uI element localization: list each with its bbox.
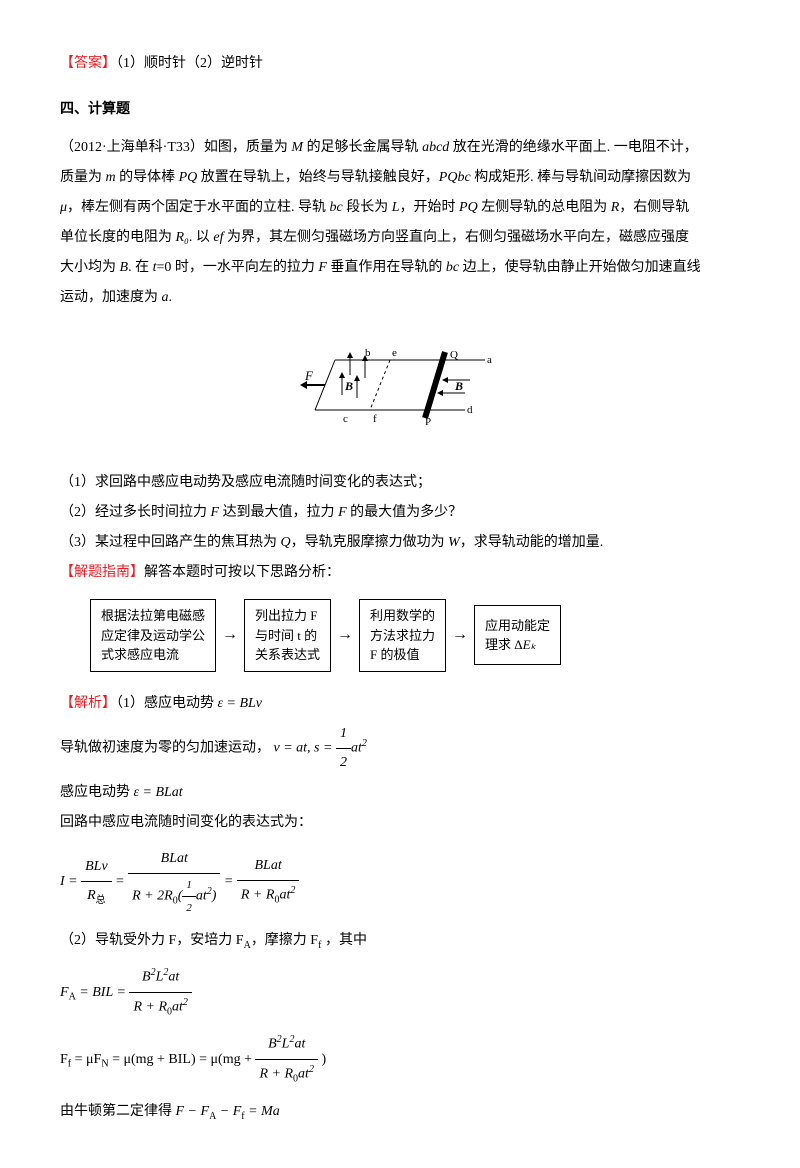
- equation-fa: FA = BIL = B2L2at R + R0at2: [60, 963, 740, 1022]
- flow-arrow-icon: →: [337, 619, 353, 651]
- figure-diagram: b e Q a c f P d B B F: [60, 330, 740, 451]
- flow-arrow-icon: →: [222, 619, 238, 651]
- svg-text:P: P: [425, 416, 431, 428]
- solution-line-1: 【解析】（1）感应电动势 ε = BLv: [60, 690, 740, 718]
- problem-para-5: 大小均为 B. 在 t=0 时，一水平向左的拉力 F 垂直作用在导轨的 bc 边…: [60, 254, 740, 282]
- solution-label: 【解析】: [60, 696, 116, 711]
- hint-text: 解答本题时可按以下思路分析：: [144, 565, 340, 580]
- svg-text:B: B: [454, 379, 463, 393]
- svg-text:f: f: [373, 413, 377, 425]
- flowchart: 根据法拉第电磁感 应定律及运动学公 式求感应电流 → 列出拉力 F 与时间 t …: [90, 599, 740, 672]
- flow-box-3: 利用数学的 方法求拉力 F 的极值: [359, 599, 446, 672]
- svg-text:d: d: [467, 404, 473, 416]
- hint-line: 【解题指南】解答本题时可按以下思路分析：: [60, 559, 740, 587]
- section-title: 四、计算题: [60, 96, 740, 124]
- flow-box-2: 列出拉力 F 与时间 t 的 关系表达式: [244, 599, 331, 672]
- solution-line-2: 导轨做初速度为零的匀加速运动， v = at, s = 12at2: [60, 720, 740, 777]
- problem-para-4: 单位长度的电阻为 R₀. 以 ef 为界，其左侧匀强磁场方向竖直向上，右侧匀强磁…: [60, 224, 740, 252]
- svg-text:Q: Q: [450, 349, 458, 361]
- answer-label: 【答案】: [60, 56, 116, 71]
- solution-line-4: 回路中感应电流随时间变化的表达式为：: [60, 809, 740, 837]
- problem-para-6: 运动，加速度为 a.: [60, 284, 740, 312]
- answer-line: 【答案】（1）顺时针（2）逆时针: [60, 50, 740, 78]
- svg-text:a: a: [487, 354, 492, 366]
- question-1: （1）求回路中感应电动势及感应电流随时间变化的表达式；: [60, 469, 740, 497]
- problem-para-2: 质量为 m 的导体棒 PQ 放置在导轨上，始终与导轨接触良好，PQbc 构成矩形…: [60, 164, 740, 192]
- problem-para-3: μ，棒左侧有两个固定于水平面的立柱. 导轨 bc 段长为 L，开始时 PQ 左侧…: [60, 194, 740, 222]
- svg-text:B: B: [344, 379, 353, 393]
- solution-line-6: 由牛顿第二定律得 F − FA − Ff = Ma: [60, 1098, 740, 1127]
- question-3: （3）某过程中回路产生的焦耳热为 Q，导轨克服摩擦力做功为 W，求导轨动能的增加…: [60, 529, 740, 557]
- circuit-diagram-svg: b e Q a c f P d B B F: [295, 330, 505, 440]
- solution-line-3: 感应电动势 ε = BLat: [60, 779, 740, 807]
- problem-para-1: （2012·上海单科·T33）如图，质量为 M 的足够长金属导轨 abcd 放在…: [60, 134, 740, 162]
- flow-box-4: 应用动能定 理求 ΔEₖ: [474, 605, 561, 665]
- solution-line-5: （2）导轨受外力 F，安培力 FA，摩擦力 Ff ，其中: [60, 927, 740, 956]
- svg-text:e: e: [392, 347, 397, 359]
- equation-ff: Ff = μFN = μ(mg + BIL) = μ(mg + B2L2at R…: [60, 1030, 740, 1089]
- answer-text: （1）顺时针（2）逆时针: [116, 56, 263, 71]
- hint-label: 【解题指南】: [60, 565, 144, 580]
- question-2: （2）经过多长时间拉力 F 达到最大值，拉力 F 的最大值为多少？: [60, 499, 740, 527]
- svg-text:c: c: [343, 413, 348, 425]
- equation-current: I = BLv R总 = BLat R + 2R0(12at2) = BLat …: [60, 845, 740, 919]
- flow-box-1: 根据法拉第电磁感 应定律及运动学公 式求感应电流: [90, 599, 216, 672]
- flow-arrow-icon: →: [452, 619, 468, 651]
- svg-text:F: F: [304, 368, 314, 383]
